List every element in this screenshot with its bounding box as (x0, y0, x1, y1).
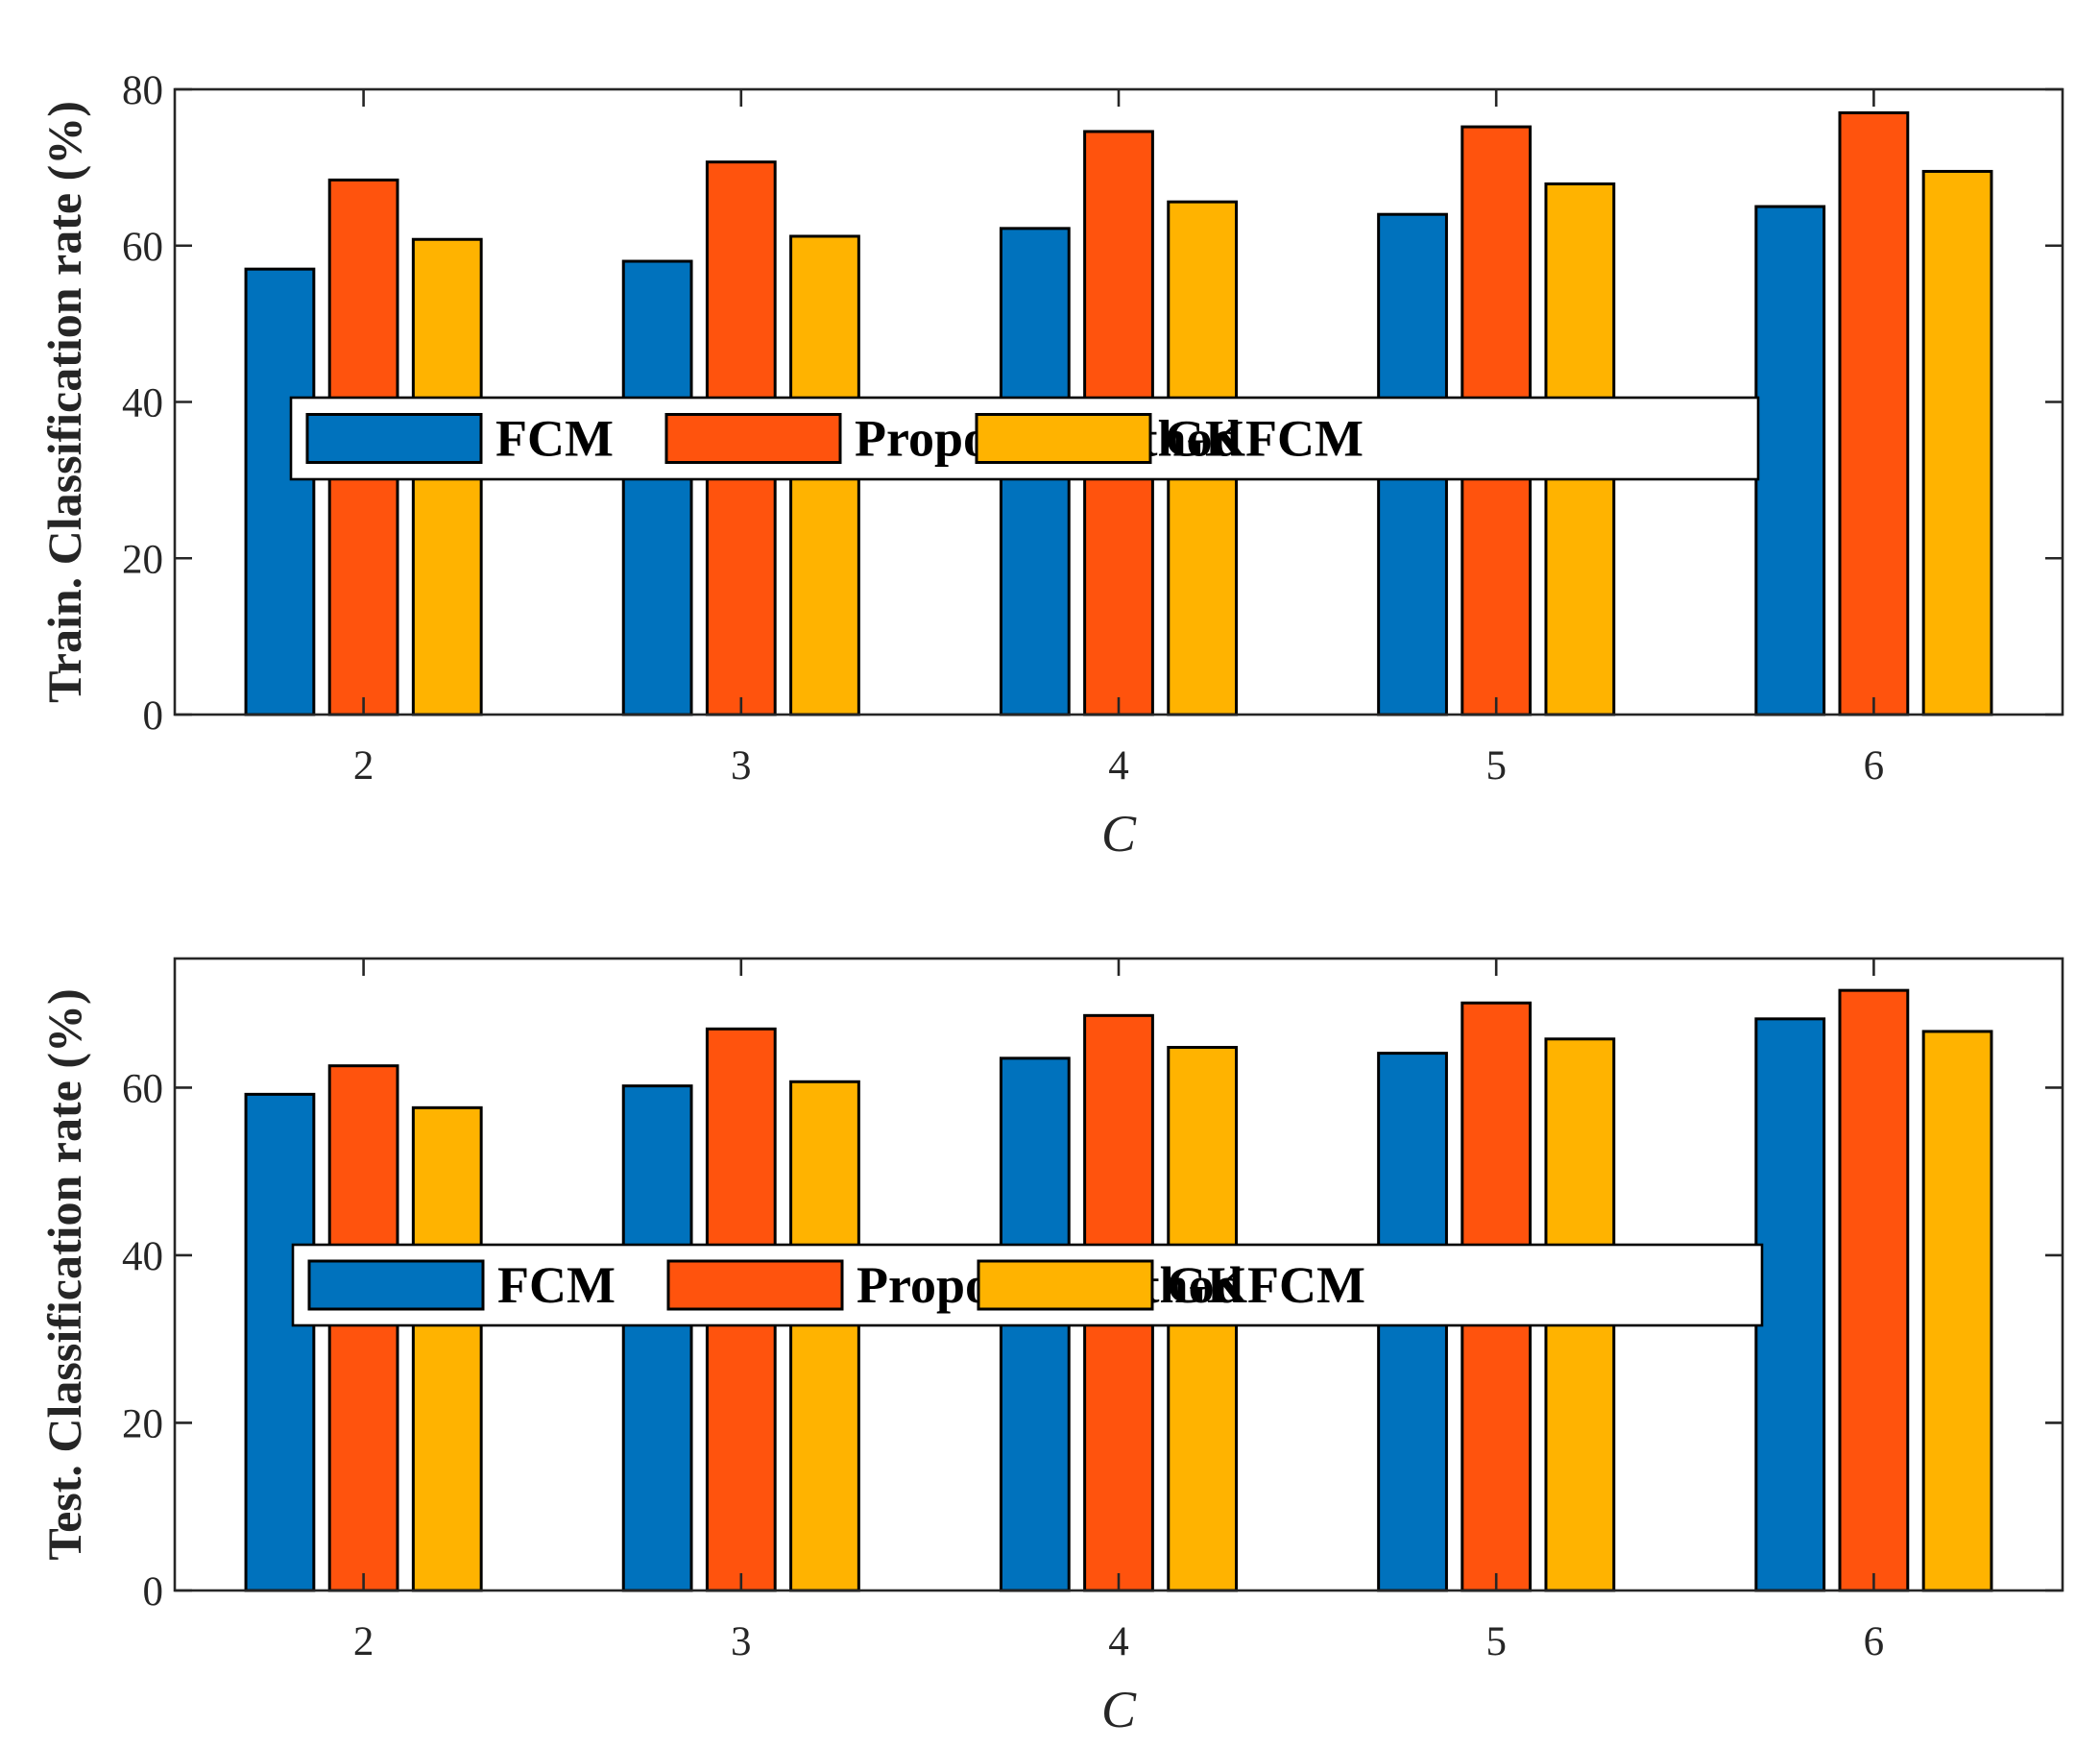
bar-fcm-c6 (1754, 1017, 1826, 1592)
legend-swatch-gkfcm (975, 413, 1152, 464)
y-tick-label: 60 (122, 225, 163, 270)
bar-fcm-c6 (1754, 205, 1826, 716)
bar-proposed-method-c6 (1838, 988, 1910, 1592)
y-tick-label: 20 (122, 1401, 163, 1446)
y-axis-title: Train. Classification rate (%) (37, 101, 91, 703)
bar-fcm-c2 (244, 267, 316, 716)
y-tick-label: 40 (122, 381, 163, 426)
x-tick-label: 6 (1864, 1619, 1885, 1664)
legend-label-fcm: FCM (495, 410, 614, 468)
y-axis-title: Test. Classification rate (%) (37, 988, 91, 1560)
bar-proposed-method-c2 (327, 1064, 399, 1592)
y-tick-label: 0 (143, 1569, 164, 1614)
x-tick-label: 4 (1108, 743, 1129, 789)
y-tick-label: 80 (122, 68, 163, 113)
y-tick-label: 20 (122, 537, 163, 582)
legend-swatch-proposed-method (664, 413, 842, 464)
y-tick-label: 40 (122, 1234, 163, 1279)
x-tick-label: 3 (731, 1619, 752, 1664)
legend-label-gkfcm: GKFCM (1165, 410, 1364, 468)
bar-proposed-method-c6 (1838, 110, 1910, 716)
bar-gkfcm-c6 (1921, 1030, 1993, 1592)
bar-fcm-c3 (621, 259, 693, 716)
bar-gkfcm-c6 (1921, 169, 1993, 716)
legend-label-gkfcm: GKFCM (1167, 1256, 1365, 1314)
chart-panel-1: 0 20 40 60 80 2 3 4 5 6 C Train. Classification rat… (37, 68, 2064, 862)
legend-swatch-gkfcm (977, 1259, 1154, 1311)
x-tick-label: 5 (1485, 1619, 1507, 1664)
x-tick-label: 2 (353, 743, 374, 789)
bar-gkfcm-c2 (411, 1105, 483, 1592)
legend-swatch-fcm (305, 413, 483, 464)
x-tick-label: 4 (1108, 1619, 1129, 1664)
x-tick-label: 5 (1485, 743, 1507, 789)
x-tick-label: 2 (353, 1619, 374, 1664)
chart-panel-2: 0 20 40 60 2 3 4 5 6 C Test. Classification rate (… (37, 957, 2064, 1738)
x-tick-label: 6 (1864, 743, 1885, 789)
y-tick-label: 60 (122, 1066, 163, 1111)
legend-swatch-fcm (307, 1259, 485, 1311)
legend-swatch-proposed-method (666, 1259, 844, 1311)
legend-label-fcm: FCM (497, 1256, 616, 1314)
x-axis-title: C (1101, 1681, 1137, 1738)
bar-fcm-c3 (621, 1084, 693, 1592)
bar-gkfcm-c3 (789, 1080, 860, 1592)
x-axis-title: C (1101, 805, 1137, 862)
bar-fcm-c2 (244, 1092, 316, 1592)
x-tick-label: 3 (731, 743, 752, 789)
y-tick-label: 0 (143, 693, 164, 739)
